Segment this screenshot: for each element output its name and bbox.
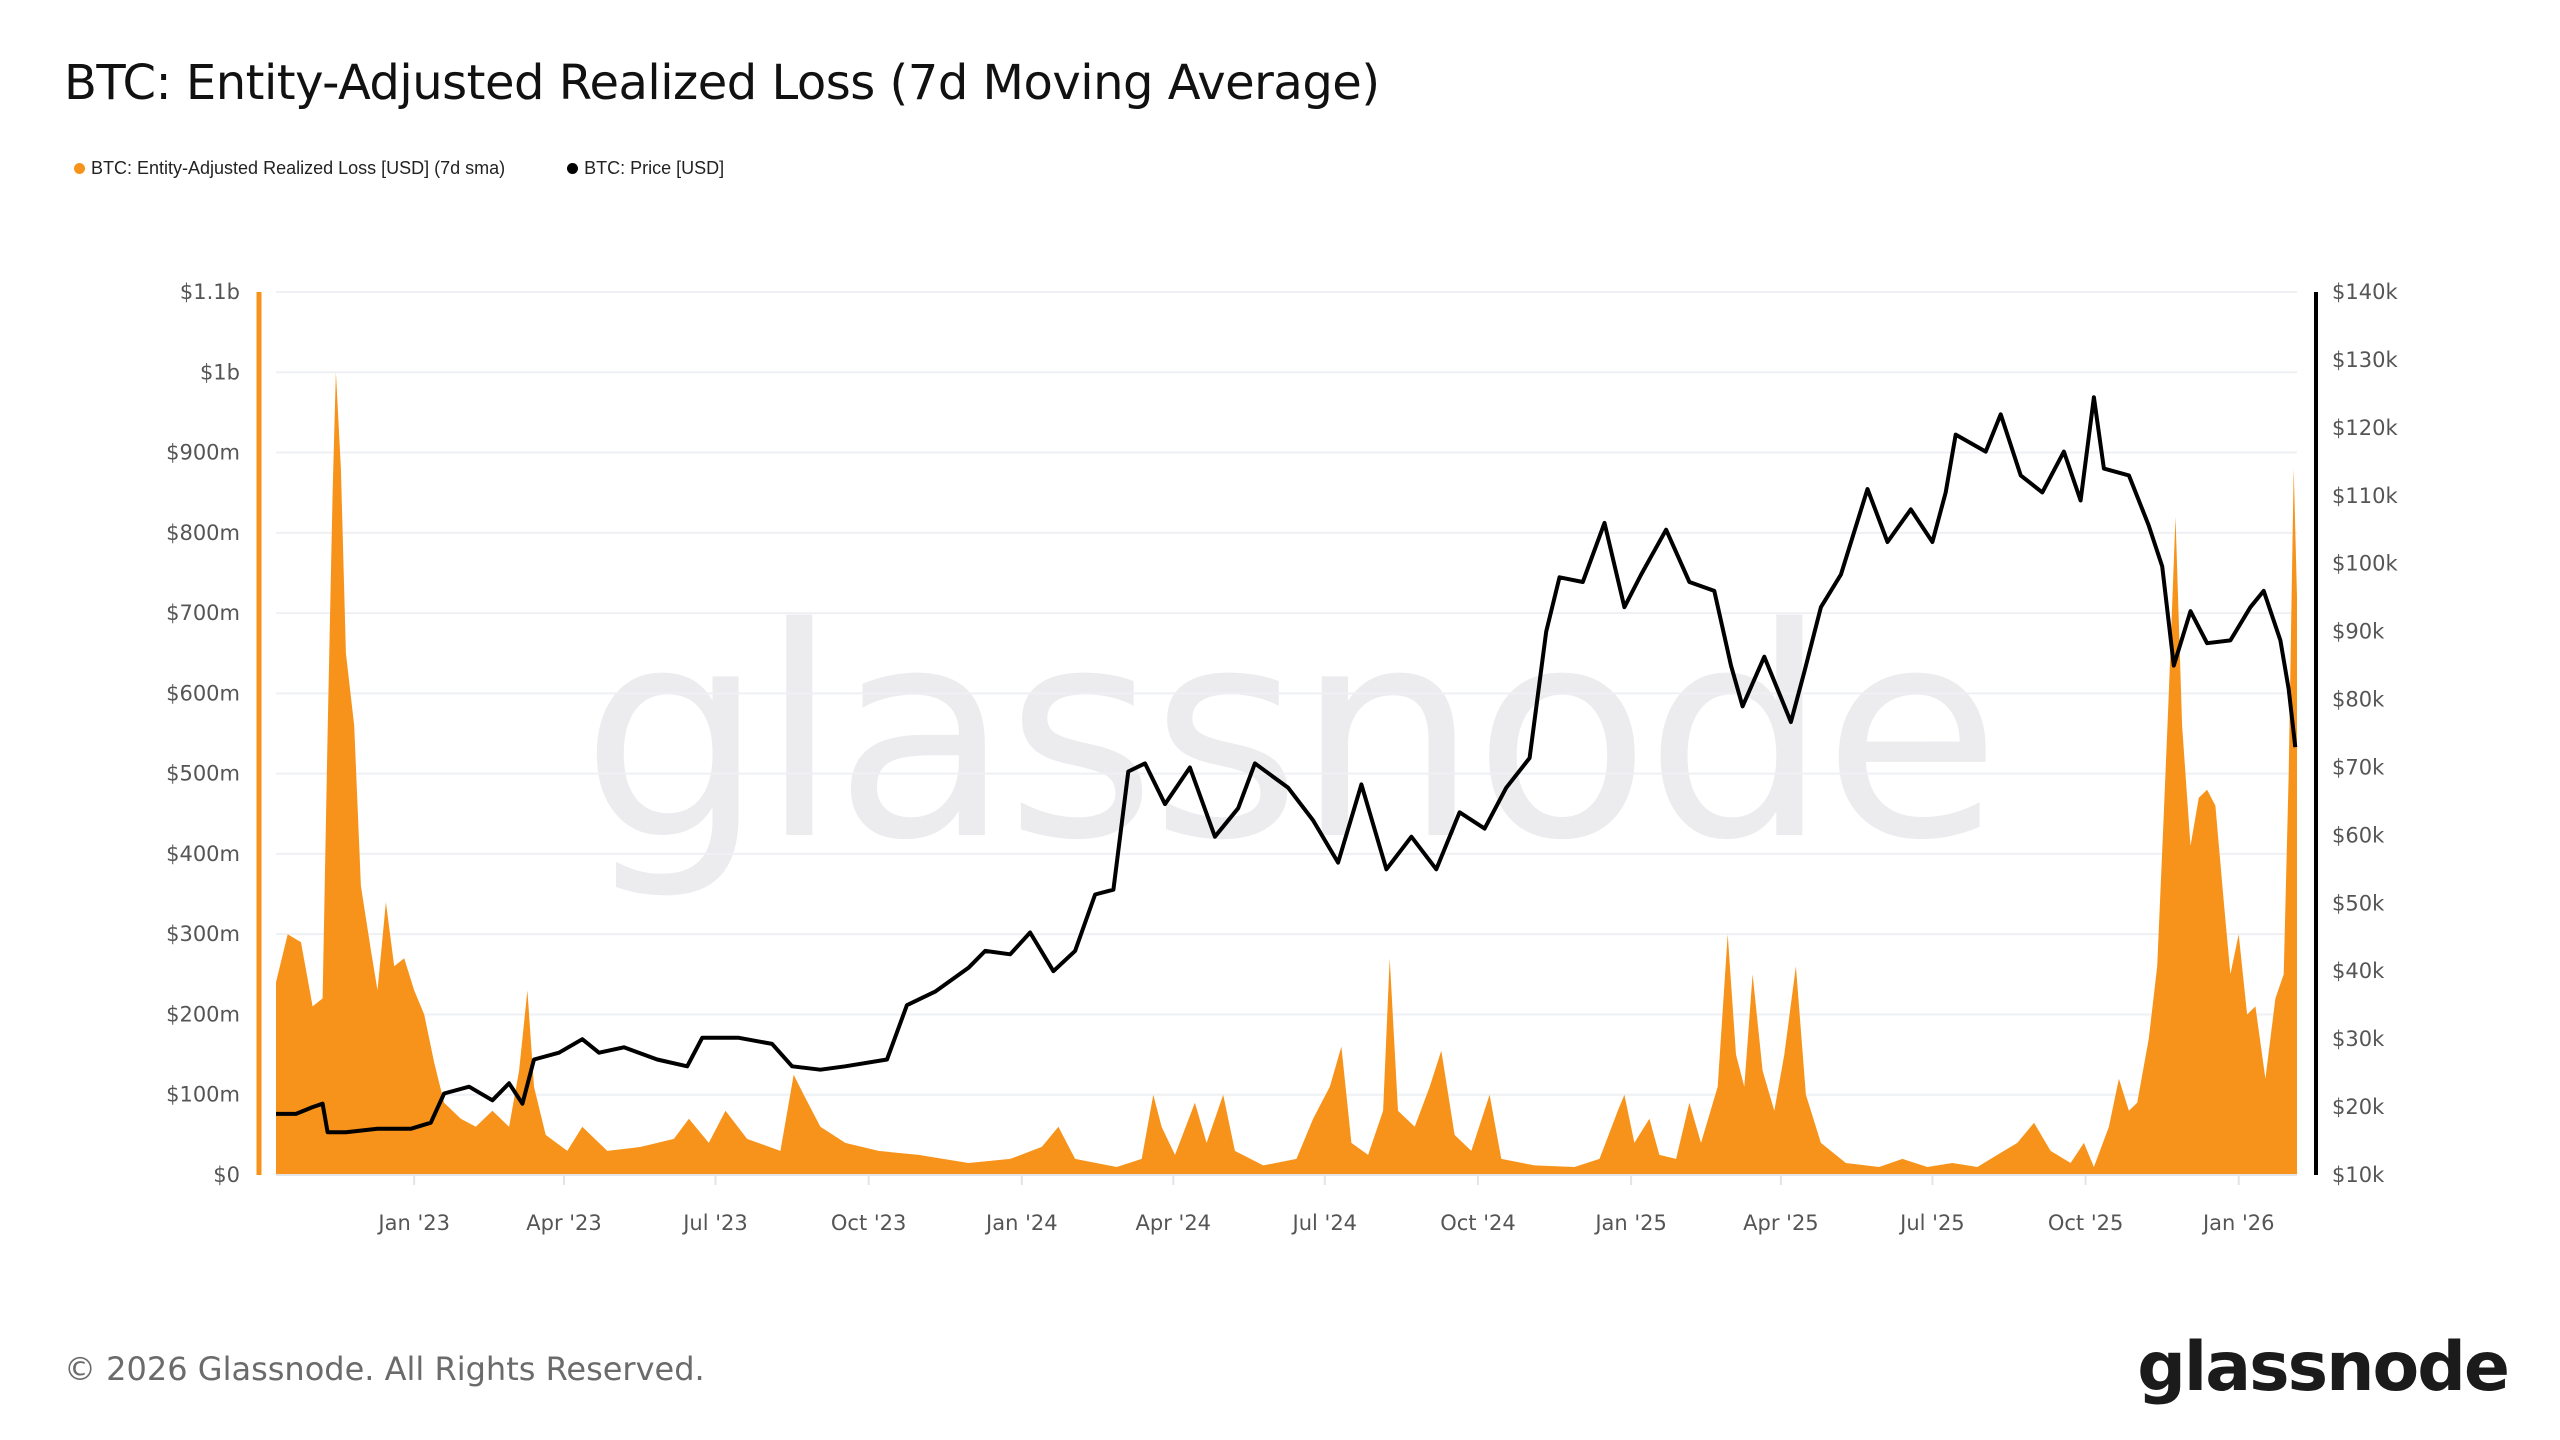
legend-dot-orange-icon	[74, 163, 85, 174]
x-tick-label: Jan '25	[1593, 1211, 1667, 1235]
y-left-tick-label: $800m	[166, 521, 240, 545]
legend-label-price: BTC: Price [USD]	[584, 158, 725, 178]
x-tick-label: Jul '24	[1291, 1211, 1358, 1235]
x-tick-label: Jan '26	[2201, 1211, 2275, 1235]
y-left-tick-label: $900m	[166, 441, 240, 465]
y-left-tick-label: $1b	[200, 360, 240, 384]
y-right-tick-label: $20k	[2332, 1095, 2385, 1119]
y-right-tick-label: $140k	[2332, 280, 2398, 304]
y-left-tick-label: $1.1b	[180, 280, 240, 304]
gridlines	[276, 291, 2297, 1096]
y-left-tick-label: $600m	[166, 681, 240, 705]
x-tick-label: Oct '24	[1440, 1211, 1515, 1235]
x-tick-label: Apr '24	[1136, 1211, 1212, 1235]
y-right-tick-label: $60k	[2332, 823, 2385, 847]
x-tick-label: Jul '23	[681, 1211, 748, 1235]
x-tick-label: Jul '25	[1898, 1211, 1965, 1235]
y-left-tick-label: $200m	[166, 1002, 240, 1026]
y-left-tick-label: $0	[213, 1163, 240, 1187]
x-tick-label: Jan '24	[984, 1211, 1058, 1235]
x-tick-label: Apr '23	[526, 1211, 602, 1235]
legend-item-price[interactable]: BTC: Price [USD]	[567, 158, 724, 179]
y-right-tick-label: $90k	[2332, 620, 2385, 644]
y-left-tick-label: $700m	[166, 601, 240, 625]
price-line-layer	[276, 395, 2298, 1135]
y-right-tick-label: $30k	[2332, 1027, 2385, 1051]
y-left-tick-label: $300m	[166, 922, 240, 946]
glassnode-logo: glassnode	[2137, 1328, 2510, 1407]
legend-item-realized-loss[interactable]: BTC: Entity-Adjusted Realized Loss [USD]…	[74, 158, 505, 179]
watermark: glassnode	[581, 567, 1995, 904]
legend: BTC: Entity-Adjusted Realized Loss [USD]…	[74, 158, 724, 179]
y-right-tick-label: $110k	[2332, 484, 2398, 508]
chart-title: BTC: Entity-Adjusted Realized Loss (7d M…	[64, 55, 1380, 111]
y-right-tick-label: $100k	[2332, 552, 2398, 576]
axes: $0 $100m $200m $300m $400m $500m $600m $700m $80…	[166, 280, 2398, 1235]
y-right-tick-label: $130k	[2332, 348, 2398, 372]
y-left-tick-label: $400m	[166, 842, 240, 866]
copyright: © 2026 Glassnode. All Rights Reserved.	[64, 1350, 705, 1388]
y-left-tick-label: $500m	[166, 762, 240, 786]
x-tick-label: Apr '25	[1743, 1211, 1819, 1235]
y-right-tick-label: $10k	[2332, 1163, 2385, 1187]
y-right-tick-label: $70k	[2332, 755, 2385, 779]
y-right-tick-label: $120k	[2332, 416, 2398, 440]
legend-dot-black-icon	[567, 163, 579, 174]
y-left-tick-label: $100m	[166, 1083, 240, 1107]
x-tick-label: Oct '23	[831, 1211, 906, 1235]
price-line	[276, 395, 2298, 1135]
y-right-tick-label: $40k	[2332, 959, 2385, 983]
x-tick-label: Jan '23	[376, 1211, 450, 1235]
y-right-tick-label: $80k	[2332, 688, 2385, 712]
legend-label-realized-loss: BTC: Entity-Adjusted Realized Loss [USD]…	[91, 158, 506, 178]
x-tick-label: Oct '25	[2048, 1211, 2123, 1235]
y-right-tick-label: $50k	[2332, 891, 2385, 915]
